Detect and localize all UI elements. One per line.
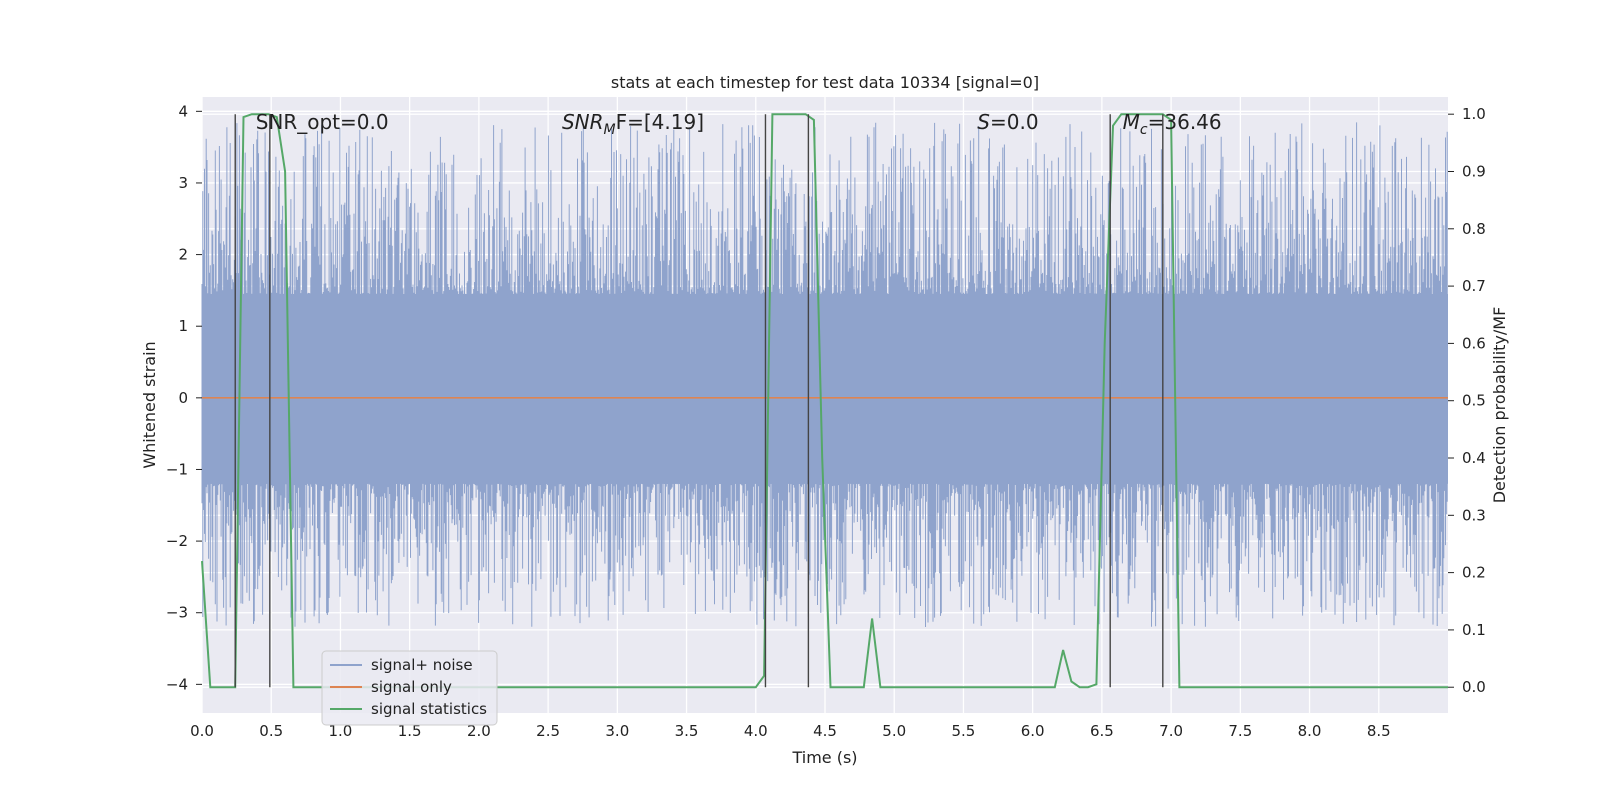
tick-labels-layer: 0.0 0.5 1.0 1.5 2.0 2.5 3.0 3.5 4.0 4.5 5.0 5.5 6.0 6… — [166, 102, 1486, 740]
x-tick-label: 0.0 — [190, 722, 214, 740]
annotation-3: Mc=36.46 — [1123, 110, 1222, 138]
legend: signal+ noise signal only signal statist… — [321, 650, 498, 726]
annotation-1: SNRMF=[4.19] — [562, 110, 704, 138]
y2-tick-label: 0.6 — [1462, 334, 1486, 352]
x-tick-label: 7.5 — [1228, 722, 1252, 740]
x-tick-label: 8.5 — [1367, 722, 1391, 740]
y-tick-label: 3 — [178, 174, 188, 192]
annotations-layer: SNR_opt=0.0 SNRMF=[4.19] S=0.0 Mc=36.46 — [256, 110, 1222, 138]
y2-tick-label: 0.9 — [1462, 162, 1486, 180]
y-tick-label: −1 — [166, 460, 188, 478]
x-tick-label: 1.0 — [329, 722, 353, 740]
noise-spikes — [201, 122, 1448, 627]
y-tick-label: −4 — [166, 675, 188, 693]
x-tick-label: 3.5 — [675, 722, 699, 740]
y2-axis-label: Detection probability/MF — [1490, 307, 1509, 504]
y2-tick-label: 0.1 — [1462, 621, 1486, 639]
x-tick-label: 5.5 — [952, 722, 976, 740]
y2-tick-label: 1.0 — [1462, 105, 1486, 123]
annotation-2: S=0.0 — [977, 110, 1038, 134]
signal-statistics-series — [201, 113, 1448, 689]
y-tick-label: 1 — [178, 317, 188, 335]
annotation-0: SNR_opt=0.0 — [256, 110, 389, 134]
y2-tick-label: 0.7 — [1462, 277, 1486, 295]
signal-statistics-line — [201, 113, 1448, 689]
x-tick-label: 7.0 — [1159, 722, 1183, 740]
x-tick-label: 1.5 — [398, 722, 422, 740]
x-tick-label: 2.0 — [467, 722, 491, 740]
x-tick-label: 4.0 — [744, 722, 768, 740]
x-tick-label: 6.0 — [1021, 722, 1045, 740]
x-tick-label: 4.5 — [813, 722, 837, 740]
y2-tick-label: 0.5 — [1462, 392, 1486, 410]
y-tick-label: −3 — [166, 604, 188, 622]
signal-plus-noise-series — [201, 122, 1448, 627]
y-tick-label: 4 — [178, 102, 188, 120]
y2-tick-label: 0.2 — [1462, 564, 1486, 582]
legend-label-signal-only: signal only — [371, 678, 452, 696]
x-tick-label: 5.0 — [882, 722, 906, 740]
y2-tick-label: 0.4 — [1462, 449, 1486, 467]
x-tick-label: 3.0 — [605, 722, 629, 740]
chart-title: stats at each timestep for test data 103… — [611, 73, 1039, 92]
x-tick-label: 2.5 — [536, 722, 560, 740]
x-axis-label: Time (s) — [791, 748, 857, 767]
x-tick-label: 6.5 — [1090, 722, 1114, 740]
x-tick-label: 8.0 — [1298, 722, 1322, 740]
y2-tick-label: 0.0 — [1462, 678, 1486, 696]
y2-tick-label: 0.8 — [1462, 220, 1486, 238]
y2-tick-label: 0.3 — [1462, 506, 1486, 524]
x-tick-label: 0.5 — [259, 722, 283, 740]
legend-label-signal-statistics: signal statistics — [371, 700, 487, 718]
y-axis-label: Whitened strain — [140, 341, 159, 468]
legend-box — [321, 650, 498, 726]
y-tick-label: 0 — [178, 389, 188, 407]
y-tick-label: 2 — [178, 246, 188, 264]
legend-label-signal-noise: signal+ noise — [371, 656, 473, 674]
y-tick-label: −2 — [166, 532, 188, 550]
vertical-lines-layer — [234, 114, 1164, 688]
